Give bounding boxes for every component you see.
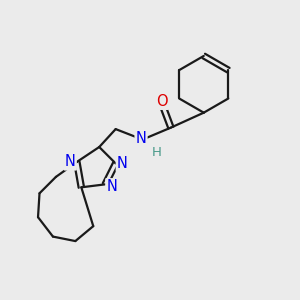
Text: H: H xyxy=(152,146,161,160)
Text: N: N xyxy=(117,156,128,171)
Text: N: N xyxy=(136,130,146,146)
Text: O: O xyxy=(156,94,168,109)
Text: N: N xyxy=(106,179,117,194)
Text: N: N xyxy=(65,154,76,169)
